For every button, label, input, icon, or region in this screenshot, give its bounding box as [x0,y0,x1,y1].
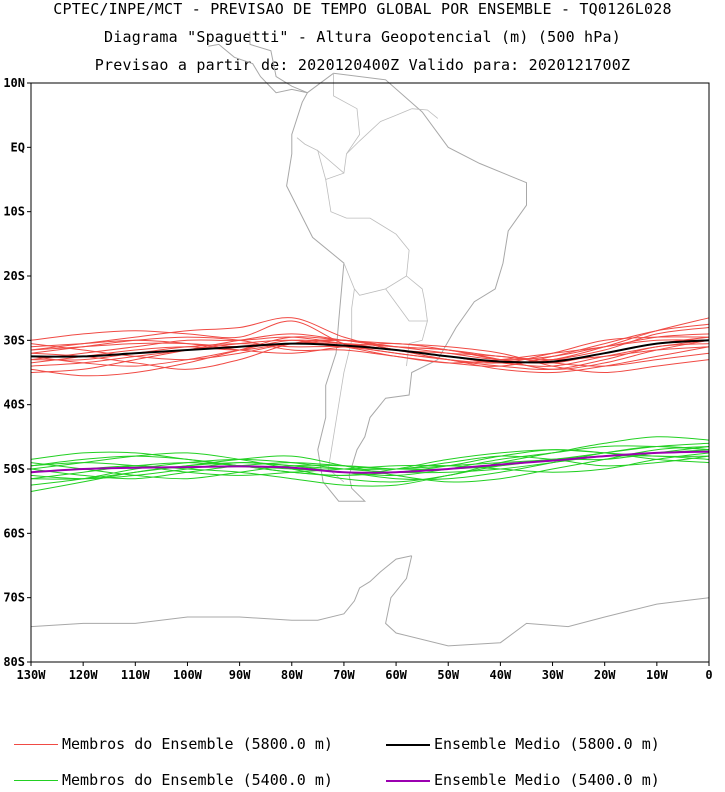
y-tick-label: 10S [3,205,25,219]
x-tick-label: 70W [333,668,355,682]
member-line-5800 [30,323,710,367]
legend-label: Membros do Ensemble (5400.0 m) [62,771,333,789]
member-line-5400 [30,445,710,480]
weddell-coast [385,555,710,647]
member-line-5800 [30,339,710,371]
member-line-5800 [30,333,710,367]
country-border [333,73,361,155]
x-tick-label: 20W [594,668,616,682]
y-tick-label: 70S [3,591,25,605]
country-border [325,114,397,219]
legend-swatch-purple [386,779,430,782]
country-border [327,288,355,483]
country-border [296,137,318,151]
legend-swatch-red [14,744,58,745]
antarctic-peninsula [30,555,412,628]
y-axis: 10N EQ 10S 20S 30S 40S 50S 60S 70S 80S [3,76,31,669]
mean-line-5800 [30,339,710,364]
country-border [411,108,439,119]
caribbean-coast [249,31,308,94]
central-america-coast [208,43,308,94]
south-america-coast [286,72,527,502]
legend-label: Membros do Ensemble (5800.0 m) [62,735,333,753]
spaghetti-chart: 10N EQ 10S 20S 30S 40S 50S 60S 70S 80S 130W 120W 11… [3,31,713,682]
chart-title-line-2: Diagrama "Spaguetti" - Altura Geopotenci… [104,28,621,46]
x-tick-label: 120W [69,668,99,682]
member-line-5400 [30,445,710,480]
legend-label: Ensemble Medio (5400.0 m) [434,771,660,789]
legend-swatch-green [14,780,58,781]
x-tick-label: 0 [705,668,712,682]
legend-item-green-members: Membros do Ensemble (5400.0 m) [14,771,333,789]
country-border [395,108,412,116]
plot-frame [30,82,710,663]
y-tick-label: 60S [3,526,25,540]
country-border [406,275,428,322]
country-border [317,149,345,180]
legend-item-black-mean: Ensemble Medio (5800.0 m) [386,735,660,753]
series-5400-members [30,436,710,492]
x-tick-label: 110W [121,668,151,682]
x-tick-label: 50W [437,668,459,682]
member-line-5400 [30,455,710,480]
member-line-5800 [30,336,710,377]
y-tick-label: 10N [3,76,25,90]
country-border [343,217,410,296]
y-tick-label: 30S [3,333,25,347]
x-tick-label: 90W [229,668,251,682]
member-line-5800 [30,342,710,361]
x-tick-label: 100W [173,668,203,682]
chart-title-line-3: Previsao a partir de: 2020120400Z Valido… [94,56,631,74]
x-tick-label: 30W [542,668,564,682]
legend-label: Ensemble Medio (5800.0 m) [434,735,660,753]
x-axis: 130W 120W 110W 100W 90W 80W 70W 60W 50W 40W 30W 20W… [17,662,713,682]
member-line-5400 [30,436,710,483]
y-tick-label: 20S [3,269,25,283]
legend-swatch-black [386,743,430,746]
member-line-5400 [30,452,710,476]
member-line-5400 [30,446,710,483]
y-tick-label: 40S [3,398,25,412]
legend-item-red-members: Membros do Ensemble (5800.0 m) [14,735,333,753]
ensemble-means [30,339,710,474]
coastline-map [30,31,710,647]
y-tick-label: 80S [3,655,25,669]
mean-line-5400 [30,450,710,474]
x-tick-label: 80W [281,668,303,682]
legend-item-purple-mean: Ensemble Medio (5400.0 m) [386,771,660,789]
x-tick-label: 40W [490,668,512,682]
x-tick-label: 10W [646,668,668,682]
y-tick-label: EQ [11,140,25,154]
x-tick-label: 130W [17,668,47,682]
x-tick-label: 60W [385,668,407,682]
y-tick-label: 50S [3,462,25,476]
member-line-5800 [30,333,710,373]
chart-title-line-1: CPTEC/INPE/MCT - PREVISAO DE TEMPO GLOBA… [53,0,672,18]
